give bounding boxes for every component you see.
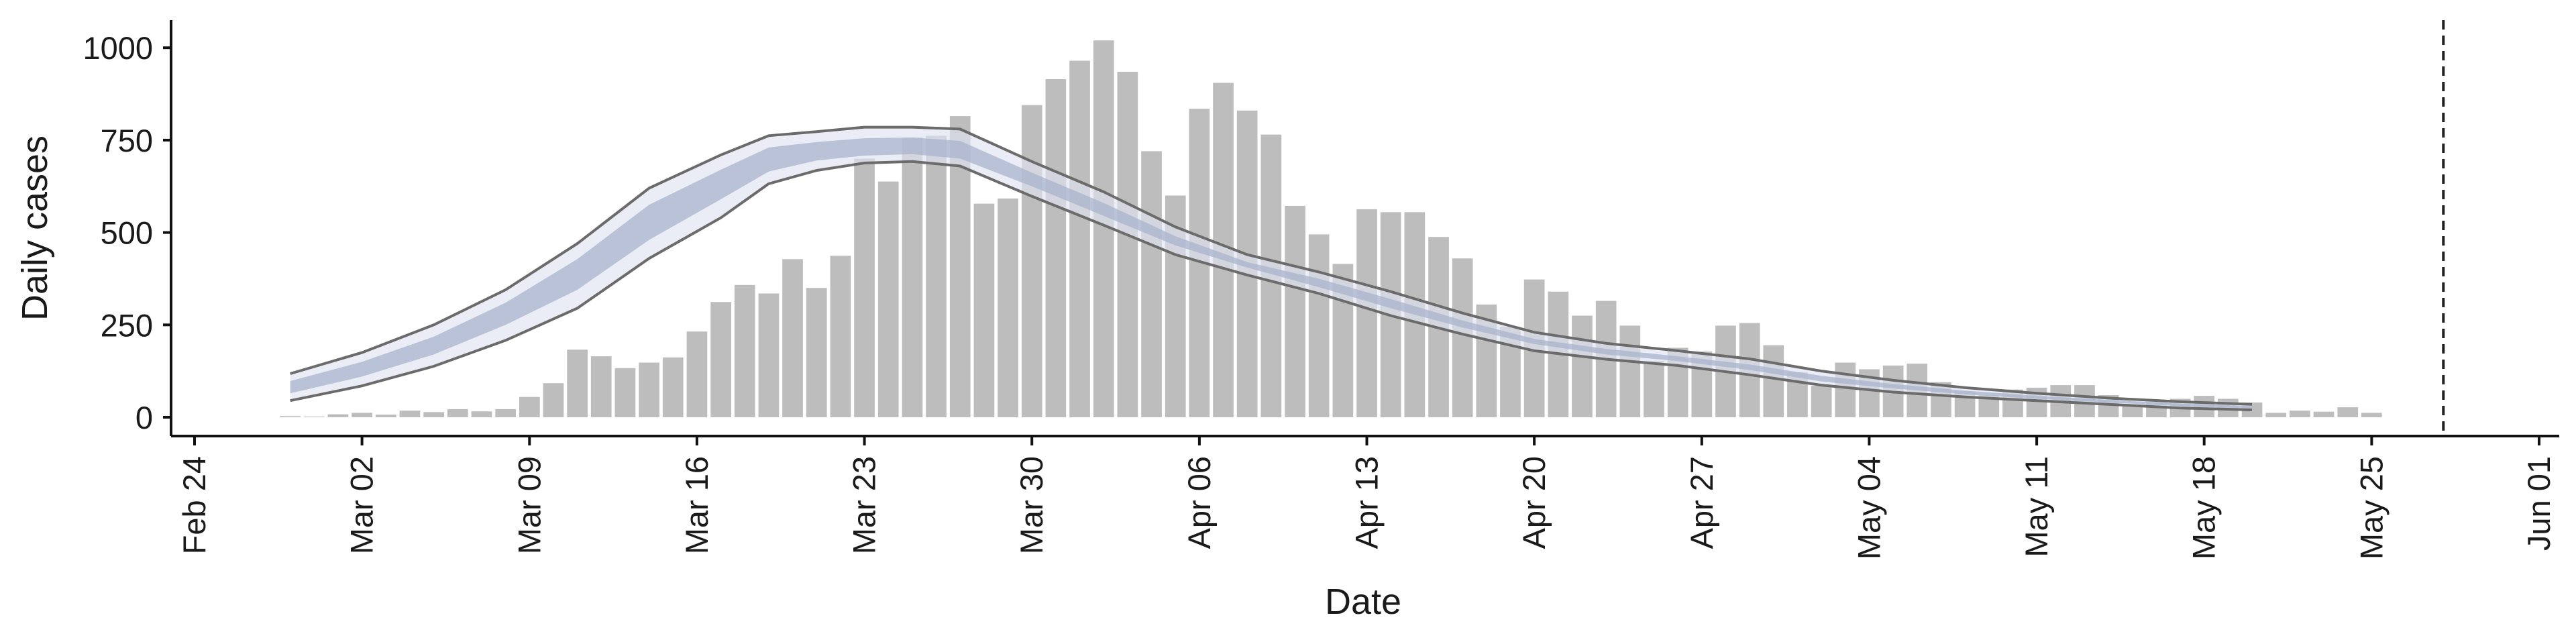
- bar: [2361, 413, 2382, 417]
- bar: [376, 415, 396, 417]
- y-tick-label: 500: [101, 215, 153, 251]
- x-tick-label: Mar 16: [679, 456, 714, 554]
- bar: [590, 356, 612, 417]
- bar: [567, 350, 588, 417]
- estimate-band-layer: [290, 125, 2253, 411]
- bar: [2122, 406, 2143, 417]
- bar: [327, 414, 349, 417]
- y-tick-label: 0: [136, 400, 153, 435]
- x-tick-label: Apr 27: [1684, 456, 1719, 549]
- bar: [1308, 234, 1330, 417]
- bar: [1117, 72, 1138, 417]
- bar: [758, 293, 780, 417]
- bar: [399, 411, 421, 417]
- x-tick-label: Apr 13: [1349, 456, 1385, 549]
- bar: [423, 412, 444, 417]
- x-tick-label: May 04: [1851, 456, 1886, 559]
- x-tick-label: May 11: [2019, 456, 2054, 557]
- x-tick-label: Mar 30: [1014, 456, 1049, 554]
- y-tick-label: 250: [101, 307, 153, 343]
- bar: [1452, 258, 1473, 417]
- x-tick-label: May 25: [2353, 456, 2389, 559]
- bar: [1045, 79, 1067, 417]
- bar: [1285, 205, 1305, 417]
- bar: [1619, 325, 1641, 417]
- y-tick-label: 1000: [83, 30, 153, 66]
- x-ticks: Feb 24 Mar 02 Mar 09 Mar 16 Mar 23 Mar 30 Apr …: [176, 436, 2557, 559]
- axes-layer: [170, 20, 2559, 437]
- bar: [471, 411, 492, 417]
- x-tick-label: Apr 20: [1516, 456, 1552, 549]
- x-tick-label: Mar 09: [511, 456, 547, 554]
- estimate-upper-line: [290, 125, 2253, 406]
- bar: [1644, 361, 1664, 417]
- bar: [1835, 362, 1856, 417]
- bar: [614, 368, 636, 417]
- bar: [877, 181, 899, 417]
- x-tick-label: Jun 01: [2521, 456, 2557, 551]
- bar: [973, 203, 995, 417]
- bar: [543, 383, 564, 417]
- bar: [2290, 411, 2310, 417]
- x-tick-label: Mar 02: [344, 456, 380, 554]
- bar: [2265, 413, 2287, 417]
- bar: [662, 357, 684, 417]
- bar: [710, 302, 731, 417]
- bar: [1069, 60, 1090, 417]
- bar: [1763, 345, 1784, 417]
- estimate-lower-line: [290, 160, 2253, 411]
- x-tick-label: May 18: [2186, 456, 2222, 559]
- bar: [686, 331, 708, 417]
- bar: [806, 288, 827, 417]
- bar: [782, 259, 803, 417]
- x-tick-label: Apr 06: [1181, 456, 1217, 549]
- bar: [1021, 105, 1042, 417]
- bar: [926, 136, 947, 418]
- x-tick-label: Mar 23: [847, 456, 882, 554]
- bar: [830, 256, 851, 417]
- bar: [854, 158, 875, 417]
- estimate-band-inner: [290, 138, 2253, 409]
- bar: [639, 362, 659, 417]
- bar: [902, 138, 923, 417]
- y-ticks: 0 250 500 750 1000: [83, 30, 171, 435]
- bar: [447, 409, 468, 417]
- y-tick-label: 750: [101, 123, 153, 158]
- x-tick-label: Feb 24: [176, 456, 212, 554]
- x-axis-title: Date: [1325, 582, 1401, 622]
- bar: [998, 198, 1018, 417]
- bar: [519, 396, 540, 417]
- bar: [2337, 407, 2359, 417]
- bar: [1141, 151, 1162, 417]
- bar: [2313, 411, 2334, 417]
- bar: [495, 409, 516, 417]
- bar: [1572, 315, 1593, 417]
- bar: [1811, 386, 1832, 417]
- bar: [734, 284, 755, 417]
- bar: [1356, 209, 1377, 417]
- bar: [352, 413, 372, 417]
- bar: [280, 416, 301, 417]
- y-axis-title: Daily cases: [15, 136, 55, 321]
